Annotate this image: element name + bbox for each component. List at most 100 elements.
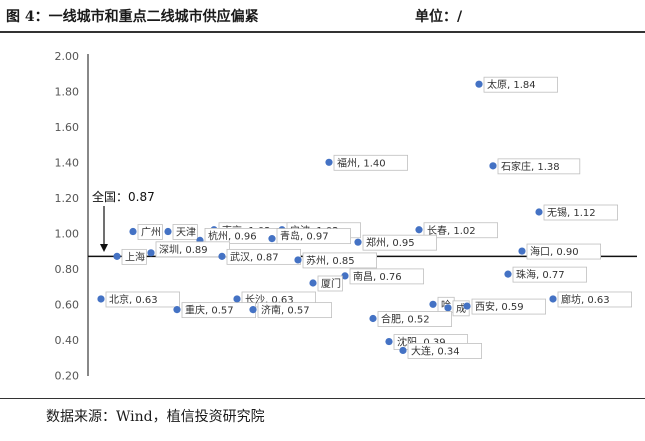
data-point-marker bbox=[164, 227, 172, 236]
data-point-marker bbox=[113, 252, 121, 260]
data-label: 无锡, 1.12 bbox=[547, 206, 596, 219]
figure-source: 数据来源：Wind，植信投资研究院 bbox=[46, 409, 265, 425]
data-point: 武汉, 0.87 bbox=[218, 248, 301, 265]
national-reference-annotation: 全国：0.87 bbox=[92, 189, 155, 252]
data-label-box bbox=[302, 252, 377, 269]
data-label-box bbox=[226, 248, 301, 265]
data-point-marker bbox=[294, 256, 302, 264]
data-label: 太原, 1.84 bbox=[487, 78, 536, 91]
data-point-marker bbox=[399, 346, 407, 355]
data-point-marker bbox=[444, 304, 452, 312]
data-point: 上海 bbox=[113, 248, 147, 265]
data-point-marker bbox=[385, 337, 393, 346]
data-point-marker bbox=[309, 279, 317, 287]
data-point: 石家庄, 1.38 bbox=[489, 158, 581, 175]
data-point: 厦门 bbox=[309, 275, 343, 292]
data-label: 北京, 0.63 bbox=[109, 293, 158, 306]
data-point: 太原, 1.84 bbox=[475, 76, 558, 93]
data-label: 天津 bbox=[176, 227, 196, 239]
data-point: 广州 bbox=[129, 224, 163, 240]
data-point-marker bbox=[475, 80, 483, 88]
y-tick-label: 0.20 bbox=[55, 369, 80, 382]
data-label: 武汉, 0.87 bbox=[230, 250, 279, 263]
data-label-box bbox=[333, 154, 408, 171]
data-label-box bbox=[497, 158, 581, 175]
data-label-box bbox=[362, 234, 437, 251]
data-label: 西安, 0.59 bbox=[475, 300, 524, 313]
data-label: 哈 bbox=[441, 298, 451, 311]
y-tick-label: 0.60 bbox=[55, 298, 80, 311]
data-point: 苏州, 0.85 bbox=[294, 252, 377, 269]
data-label-box bbox=[137, 224, 163, 240]
data-label-box bbox=[172, 224, 198, 240]
data-point-marker bbox=[147, 249, 155, 257]
data-label-box bbox=[526, 243, 601, 260]
data-label: 深圳, 0.89 bbox=[159, 244, 208, 256]
scatter-chart: 2.00 1.80 1.60 1.40 1.20 1.00 0.80 0.60 0.40 0.20… bbox=[55, 50, 637, 382]
data-label-box bbox=[423, 222, 498, 239]
data-point: 北京, 0.63 bbox=[97, 291, 180, 308]
data-point-marker bbox=[415, 226, 423, 234]
data-point: 济南, 0.57 bbox=[249, 302, 332, 319]
data-point-marker bbox=[504, 270, 512, 278]
data-label: 石家庄, 1.38 bbox=[501, 160, 560, 173]
y-tick-label: 0.40 bbox=[55, 334, 80, 347]
data-label-box bbox=[317, 275, 343, 292]
data-label: 长春, 1.02 bbox=[427, 225, 476, 237]
data-point-marker bbox=[429, 300, 437, 308]
data-point-marker bbox=[233, 295, 241, 303]
y-tick-label: 1.40 bbox=[55, 156, 80, 169]
data-point-marker bbox=[369, 314, 377, 323]
data-point-marker bbox=[268, 235, 276, 243]
data-point-marker bbox=[518, 247, 526, 255]
data-label-box bbox=[349, 268, 424, 285]
data-point: 天津 bbox=[164, 224, 198, 240]
data-point: 深圳, 0.89 bbox=[147, 241, 230, 258]
data-label: 大连, 0.34 bbox=[411, 344, 460, 357]
data-label-box bbox=[257, 302, 332, 319]
data-point-marker bbox=[173, 306, 181, 314]
data-label-box bbox=[105, 291, 180, 308]
data-label-box bbox=[543, 204, 618, 221]
data-point-marker bbox=[341, 272, 349, 280]
data-label-box bbox=[483, 76, 558, 93]
data-label-box bbox=[276, 228, 351, 245]
data-label-box bbox=[121, 248, 147, 265]
data-label: 广州 bbox=[141, 227, 161, 239]
data-label: 廊坊, 0.63 bbox=[561, 293, 610, 306]
data-label: 珠海, 0.77 bbox=[516, 268, 565, 281]
data-point-marker bbox=[129, 227, 137, 236]
y-tick-label: 1.80 bbox=[55, 85, 80, 98]
data-label: 苏州, 0.85 bbox=[306, 254, 355, 267]
data-point: 长春, 1.02 bbox=[415, 222, 498, 239]
data-label: 合肥, 0.52 bbox=[381, 313, 430, 326]
figure-title: 图 4：一线城市和重点二线城市供应偏紧 bbox=[6, 9, 259, 25]
data-label: 厦门 bbox=[321, 277, 341, 290]
data-point-marker bbox=[489, 162, 497, 170]
data-label-box bbox=[512, 266, 587, 283]
figure-unit: 单位：/ bbox=[415, 9, 463, 25]
data-point-marker bbox=[535, 208, 543, 216]
data-label: 郑州, 0.95 bbox=[366, 236, 415, 249]
y-axis-ticks: 2.00 1.80 1.60 1.40 1.20 1.00 0.80 0.60 0.40 0.20 bbox=[55, 50, 80, 382]
data-label: 重庆, 0.57 bbox=[185, 304, 234, 317]
y-tick-label: 1.20 bbox=[55, 192, 80, 205]
data-point: 大连, 0.34 bbox=[399, 343, 482, 359]
data-point: 重庆, 0.57 bbox=[173, 302, 256, 319]
y-tick-label: 2.00 bbox=[55, 50, 80, 63]
data-point: 海口, 0.90 bbox=[518, 243, 601, 260]
data-point: 郑州, 0.95 bbox=[354, 234, 437, 251]
data-point-marker bbox=[325, 158, 333, 166]
data-label-box bbox=[377, 311, 452, 327]
data-point-marker bbox=[463, 302, 471, 310]
data-point-marker bbox=[218, 252, 226, 260]
national-reference-label: 全国：0.87 bbox=[92, 189, 155, 204]
data-point: 杭州, 0.96 bbox=[196, 227, 279, 244]
data-point-marker bbox=[97, 295, 105, 303]
data-point-marker bbox=[249, 306, 257, 314]
top-rule bbox=[0, 31, 645, 33]
data-point: 合肥, 0.52 bbox=[369, 311, 452, 327]
data-label: 上海 bbox=[125, 250, 145, 263]
y-tick-label: 0.80 bbox=[55, 263, 80, 276]
